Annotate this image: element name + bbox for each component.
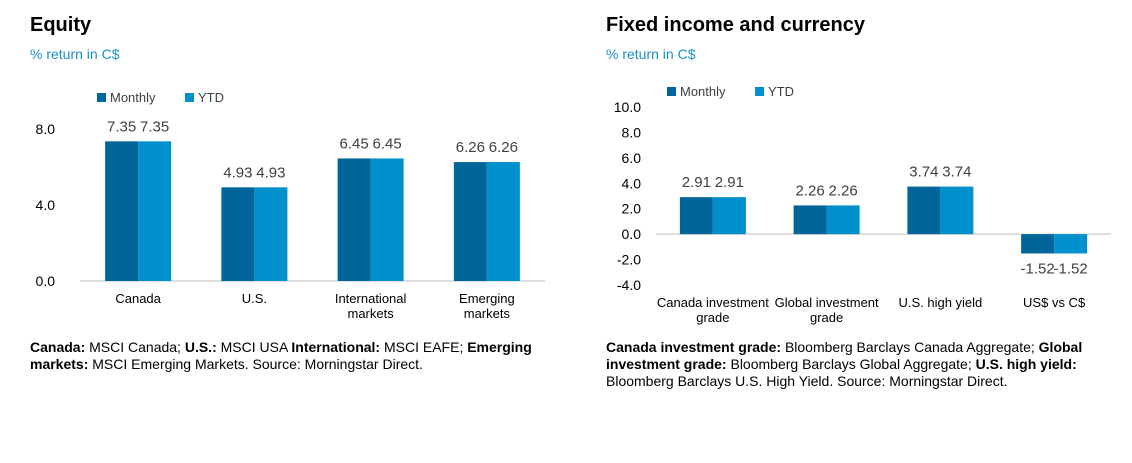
y-tick-label: -2.0 (617, 252, 641, 268)
bar (679, 197, 713, 235)
data-label: -1.52 (1054, 260, 1088, 277)
y-tick-label: 2.0 (622, 201, 642, 217)
note-term: Global investment grade: (606, 339, 1083, 372)
data-label: 6.26 (489, 139, 518, 156)
data-label: 2.91 (715, 174, 744, 191)
bar (793, 205, 827, 235)
bar (1054, 234, 1088, 254)
chart-subtitle: % return in C$ (606, 46, 696, 62)
bar (712, 197, 746, 235)
y-tick-label: 8.0 (36, 121, 56, 137)
note-text: Bloomberg Barclays Global Aggregate; (726, 356, 976, 372)
bar (1021, 234, 1055, 254)
note-term: International: (291, 339, 381, 355)
note-term: U.S. high yield: (975, 356, 1077, 372)
category-label: Canada (115, 291, 161, 306)
bar (826, 205, 860, 235)
fixed-income-source-note: Canada investment grade: Bloomberg Barcl… (606, 339, 1116, 390)
note-text: MSCI Emerging Markets. Source: Morningst… (88, 356, 423, 372)
category-label: International (335, 291, 407, 306)
y-tick-label: -4.0 (617, 277, 641, 293)
data-label: 3.74 (909, 164, 938, 181)
y-tick-label: 8.0 (622, 124, 642, 140)
data-label: 7.35 (107, 118, 136, 135)
data-label: 2.26 (796, 182, 825, 199)
data-label: 4.93 (256, 164, 285, 181)
bar (105, 141, 139, 281)
data-label: 3.74 (942, 164, 971, 181)
note-term: U.S.: (184, 339, 217, 355)
category-label: markets (348, 306, 395, 321)
data-label: -1.52 (1021, 260, 1055, 277)
bar (337, 158, 371, 281)
y-tick-label: 10.0 (614, 99, 641, 115)
data-label: 7.35 (140, 118, 169, 135)
bar (370, 158, 404, 281)
legend-label: YTD (768, 84, 794, 99)
note-term: Canada: (30, 339, 86, 355)
y-tick-label: 0.0 (36, 273, 56, 289)
note-term: Canada investment grade: (606, 339, 782, 355)
legend-label: Monthly (680, 84, 726, 99)
chart-subtitle: % return in C$ (30, 46, 120, 62)
data-label: 6.26 (456, 139, 485, 156)
equity-chart: 8.0 4.0 0.0 Monthly YTD 7.35 7.35 Canada 4.93 4.9… (36, 90, 545, 321)
fixed-income-panel: Fixed income and currency % return in C$… (566, 0, 1132, 463)
equity-panel: Equity % return in C$ 8.0 4.0 0.0 Monthly YT… (30, 14, 550, 373)
category-label: grade (810, 310, 843, 325)
category-label: U.S. (242, 291, 267, 306)
legend-label: YTD (198, 90, 224, 105)
legend-swatch (185, 93, 194, 102)
data-label: 6.45 (373, 135, 402, 152)
legend-swatch (667, 87, 676, 96)
category-label: Emerging (459, 291, 515, 306)
legend-swatch (755, 87, 764, 96)
bar (940, 186, 974, 235)
bar (453, 162, 487, 281)
category-label: US$ vs C$ (1023, 295, 1086, 310)
y-tick-label: 6.0 (622, 150, 642, 166)
category-label: U.S. high yield (898, 295, 982, 310)
note-text: MSCI USA (216, 339, 292, 355)
bar (221, 187, 255, 281)
category-label: markets (464, 306, 511, 321)
bar (486, 162, 520, 281)
category-label: grade (696, 310, 729, 325)
note-text: Bloomberg Barclays U.S. High Yield. Sour… (606, 373, 1008, 389)
bar (254, 187, 288, 281)
y-tick-label: 4.0 (622, 175, 642, 191)
note-text: MSCI EAFE; (380, 339, 468, 355)
data-label: 6.45 (340, 135, 369, 152)
data-label: 2.26 (829, 182, 858, 199)
chart-title: Fixed income and currency (606, 14, 865, 36)
fixed-income-chart: 10.0 8.0 6.0 4.0 2.0 0.0 -2.0 -4.0 Monthly YTD 2.9… (614, 84, 1111, 325)
bar (907, 186, 941, 235)
data-label: 2.91 (682, 174, 711, 191)
legend-label: Monthly (110, 90, 156, 105)
data-label: 4.93 (223, 164, 252, 181)
legend-swatch (97, 93, 106, 102)
note-term: Emerging markets: (30, 339, 532, 372)
category-label: Canada investment (657, 295, 769, 310)
note-text: Bloomberg Barclays Canada Aggregate; (781, 339, 1039, 355)
bar (138, 141, 172, 281)
y-tick-label: 4.0 (36, 197, 56, 213)
note-text: MSCI Canada; (85, 339, 185, 355)
y-tick-label: 0.0 (622, 226, 642, 242)
equity-source-note: Canada: MSCI Canada; U.S.: MSCI USA Inte… (30, 339, 550, 373)
chart-title: Equity (30, 14, 92, 36)
category-label: Global investment (775, 295, 879, 310)
